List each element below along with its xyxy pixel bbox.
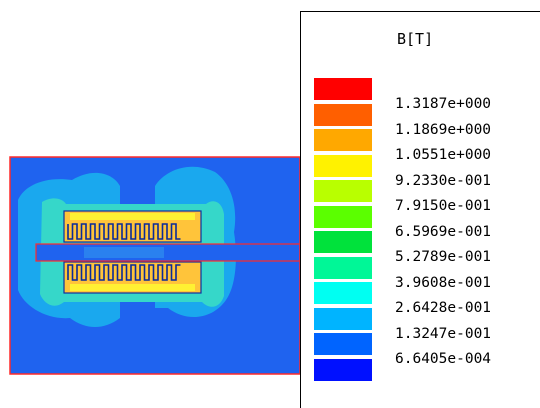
- legend-tick-label: 3.9608e-001: [395, 274, 492, 291]
- legend-title: B[T]: [397, 30, 434, 48]
- legend-tick-label: 5.2789e-001: [395, 249, 492, 265]
- core-upper-band: [70, 213, 195, 220]
- legend-swatch: [314, 180, 372, 202]
- core-lower-band: [70, 284, 195, 291]
- legend-swatch: [314, 154, 372, 177]
- legend-tick-label: 1.3187e+000: [395, 96, 492, 112]
- mover-bar-glow: [84, 247, 164, 258]
- model-outline: [9, 156, 300, 375]
- legend-swatch: [314, 333, 372, 355]
- winding-lower: [67, 264, 181, 281]
- legend-swatch: [314, 205, 372, 228]
- legend-tick-label: 6.5969e-001: [395, 223, 492, 240]
- legend-tick-label: 1.0551e+000: [395, 147, 492, 163]
- legend-tick-label: 1.3247e-001: [395, 325, 492, 342]
- legend-swatch: [314, 307, 372, 330]
- magnetic-field-plot: [9, 156, 300, 375]
- legend-tick-label: 9.2330e-001: [395, 172, 492, 189]
- mover-bar: [35, 243, 300, 262]
- legend-swatch: [314, 129, 372, 151]
- legend-swatch: [314, 256, 372, 279]
- legend-swatch: [314, 231, 372, 253]
- winding-upper: [67, 223, 181, 240]
- legend-swatch: [314, 78, 372, 100]
- legend-tick-label: 6.6405e-004: [395, 351, 492, 367]
- legend-swatch: [314, 103, 372, 126]
- legend-tick-label: 1.1869e+000: [395, 121, 492, 138]
- legend-panel: B[T] 1.3187e+000 1.1869e+000 1.0551e+000 9.…: [300, 11, 540, 408]
- legend-swatch: [314, 282, 372, 304]
- legend-tick-label: 7.9150e-001: [395, 198, 492, 214]
- legend-swatch: [314, 358, 372, 381]
- legend-tick-label: 2.6428e-001: [395, 300, 492, 316]
